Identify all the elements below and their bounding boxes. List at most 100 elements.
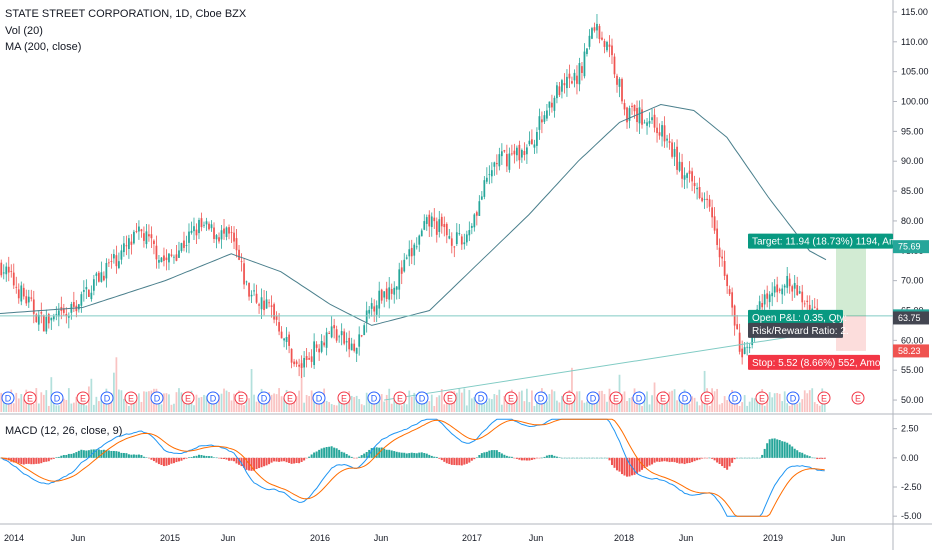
macd-histogram-bar — [320, 448, 323, 458]
candle-body — [370, 303, 373, 309]
candle-body — [87, 289, 90, 297]
dividend-marker: D — [50, 391, 64, 405]
candle-body — [798, 291, 801, 294]
volume-bar — [641, 405, 643, 412]
candle-body — [298, 364, 300, 367]
macd-histogram-bar — [776, 439, 779, 458]
macd-histogram-bar — [100, 450, 103, 458]
volume-bar — [783, 391, 786, 412]
candle-body — [318, 348, 321, 353]
macd-histogram-bar — [127, 454, 130, 458]
macd-histogram-bar — [210, 456, 213, 458]
volume-bar — [561, 395, 563, 412]
macd-histogram-bar — [468, 457, 471, 463]
event-circle — [728, 391, 742, 405]
price-tag-bg — [893, 311, 929, 325]
macd-histogram-bar — [653, 457, 656, 463]
volume-bar — [45, 390, 48, 412]
candles — [0, 13, 826, 379]
volume-bar — [475, 398, 478, 412]
candle-body — [210, 224, 213, 229]
candle-body — [17, 289, 20, 299]
macd-histogram-bar — [85, 450, 88, 458]
macd-histogram-bar — [443, 457, 446, 462]
macd-histogram-bar — [608, 457, 611, 461]
candle-body — [248, 283, 250, 297]
candle-body — [488, 174, 491, 176]
macd-histogram-bar — [405, 453, 408, 458]
macd-histogram-bar — [15, 457, 18, 463]
volume-bar — [743, 395, 746, 412]
macd-histogram-bar — [435, 456, 438, 458]
macd-histogram-bar — [533, 457, 536, 460]
macd-histogram-bar — [746, 457, 749, 459]
position-stop-label: Stop: 5.52 (8.66%) 552, Amo — [748, 354, 881, 370]
volume-bar — [723, 396, 726, 412]
volume-bar — [97, 401, 100, 412]
macd-histogram-bar — [32, 457, 35, 465]
volume-bar — [390, 403, 393, 412]
candle-body — [333, 325, 336, 329]
candle-body — [253, 290, 255, 292]
candle-body — [748, 347, 751, 349]
candle-body — [260, 297, 263, 310]
volume-bar — [581, 400, 583, 412]
candle-body — [601, 37, 603, 40]
candle-body — [718, 247, 721, 258]
candle-body — [393, 287, 396, 295]
chart-title: STATE STREET CORPORATION, 1D, Cboe BZX — [5, 8, 247, 20]
macd-histogram-bar — [333, 447, 336, 458]
macd-histogram-bar — [696, 457, 699, 461]
dividend-marker: D — [632, 391, 646, 405]
volume-bar — [32, 404, 35, 412]
volume-bar — [95, 396, 98, 412]
event-circle — [1, 391, 15, 405]
candle-body — [130, 241, 133, 245]
event-label: E — [566, 394, 572, 404]
candle-body — [510, 153, 513, 155]
candle-body — [708, 199, 711, 207]
candle-body — [628, 108, 631, 121]
macd-histogram-bar — [295, 457, 298, 463]
volume-bar — [503, 395, 506, 412]
volume-bar — [493, 394, 496, 412]
candle-body — [170, 254, 173, 256]
macd-histogram-bar — [233, 457, 236, 462]
macd-histogram-bar — [756, 457, 759, 459]
volume-bar — [518, 391, 521, 412]
candle-body — [148, 234, 150, 237]
volume-bar — [205, 395, 208, 412]
volume-bar — [160, 404, 163, 412]
macd-histogram-bar — [733, 457, 736, 460]
volume-bar — [678, 395, 681, 412]
macd-histogram-bar — [478, 454, 481, 458]
event-label: E — [238, 394, 244, 404]
event-circle — [181, 391, 195, 405]
macd-histogram-bar — [65, 454, 68, 458]
volume-bar — [788, 405, 791, 412]
candle-body — [561, 80, 563, 92]
candle-body — [738, 332, 741, 352]
volume-bar — [175, 392, 178, 412]
macd-histogram-bar — [668, 457, 671, 463]
macd-histogram-bar — [771, 438, 774, 458]
candle-body — [706, 198, 708, 201]
volume-bar — [613, 396, 616, 412]
volume-bar — [52, 395, 55, 412]
macd-line — [0, 418, 825, 517]
volume-bar — [653, 382, 656, 412]
volume-bar — [355, 395, 358, 412]
candle-body — [721, 256, 724, 259]
candle-body — [741, 348, 744, 358]
macd-histogram-bar — [72, 453, 75, 458]
volume-bar — [165, 393, 168, 412]
volume-bar — [455, 392, 458, 412]
volume-bar — [771, 397, 774, 412]
macd-histogram-bar — [565, 457, 568, 459]
candle-body — [773, 286, 776, 293]
event-circle — [415, 391, 429, 405]
macd-tick-label: 2.50 — [901, 424, 919, 434]
moving-average-line — [0, 103, 827, 326]
candle-body — [153, 240, 155, 245]
